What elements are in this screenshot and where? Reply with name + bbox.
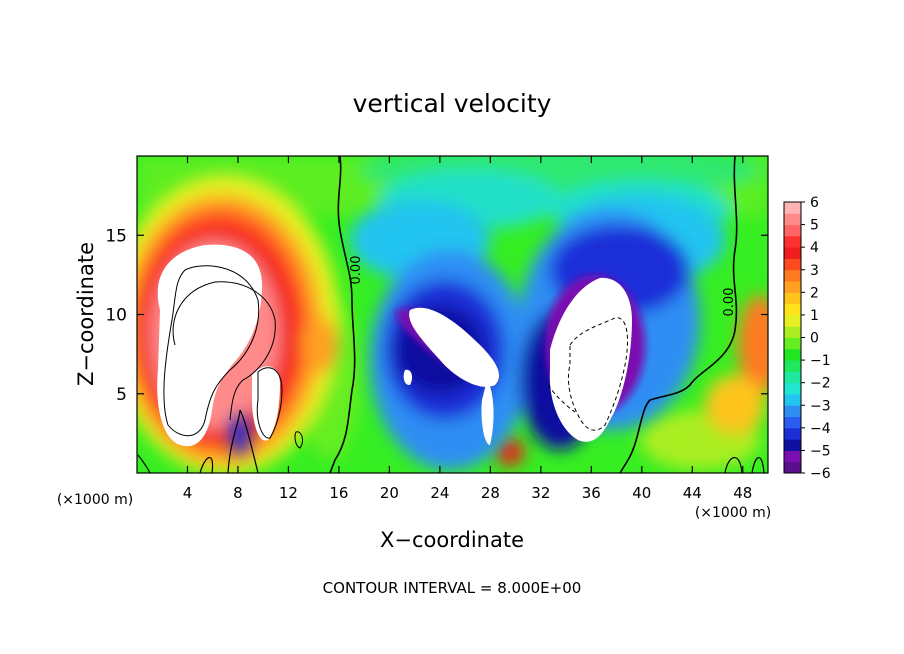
x-tick-label: 48 [733,484,752,502]
colorbar-swatch [784,439,801,451]
colorbar-label: −2 [810,376,831,392]
x-tick-label: 28 [481,484,500,502]
colorbar [783,201,802,474]
x-tick-label: 4 [183,484,193,502]
z-unit-label: (×1000 m) [57,492,133,508]
colorbar-swatch [784,235,801,248]
colorbar-swatch [784,303,801,316]
contour-label: 0.00 [722,288,737,317]
colorbar-label: −5 [810,443,831,459]
y-axis-title: Z−coordinate [74,242,98,386]
colorbar-swatch [784,337,801,350]
colorbar-swatch [784,371,801,384]
colorbar-label: −4 [810,421,831,437]
colorbar-swatch [784,202,801,214]
colorbar-swatch [784,405,801,418]
x-tick-label: 8 [233,484,243,502]
colorbar-label: 4 [810,240,819,256]
colorbar-label: 3 [810,263,819,279]
y-tick-label: 15 [105,226,127,246]
colorbar-label: −6 [810,466,831,482]
off-scale-cores [157,244,632,447]
x-tick-label: 32 [531,484,550,502]
x-axis-title: X−coordinate [380,528,524,552]
colorbar-label: 5 [810,218,819,234]
colorbar-swatch [784,348,801,361]
x-tick-label: 36 [582,484,601,502]
colorbar-label: 2 [810,285,819,301]
colorbar-swatch [784,314,801,327]
colorbar-label: 0 [810,331,819,347]
y-tick-label: 10 [105,306,127,326]
y-axis-ticks: 5 10 15 [105,226,768,405]
colorbar-label: −3 [810,398,831,414]
colorbar-swatch [784,427,801,440]
contour-interval-note: CONTOUR INTERVAL = 8.000E+00 [323,579,582,597]
colorbar-swatch [784,360,801,372]
colorbar-swatch [784,269,801,282]
colorbar-swatch [784,416,801,429]
x-unit-label: (×1000 m) [695,505,771,521]
x-tick-label: 12 [279,484,298,502]
x-tick-label: 16 [329,484,348,502]
colorbar-labels: 6 5 4 3 2 1 0 −1 −2 −3 −4 −5 −6 [801,195,831,482]
colorbar-swatch [784,247,801,259]
chart-title: vertical velocity [353,89,552,118]
x-tick-label: 20 [380,484,399,502]
heatmap-field [137,156,768,473]
colorbar-label: 6 [810,195,819,211]
contour-lines [137,156,765,473]
colorbar-swatch [784,450,801,463]
x-tick-label: 40 [632,484,651,502]
colorbar-label: −1 [810,353,831,369]
colorbar-swatch [784,292,801,305]
colorbar-swatch [784,326,801,338]
colorbar-swatch [784,382,801,395]
colorbar-swatch [784,461,801,474]
contour-label: 0.00 [349,256,364,285]
colorbar-swatch [784,224,801,237]
colorbar-swatch [784,281,801,293]
y-tick-label: 5 [116,385,127,405]
colorbar-swatch [784,258,801,271]
x-tick-label: 44 [683,484,702,502]
x-tick-label: 24 [430,484,449,502]
colorbar-label: 1 [810,308,819,324]
colorbar-swatch [784,393,801,406]
colorbar-swatch [784,213,801,226]
x-axis-ticks: 4 8 12 16 20 24 28 32 36 40 44 48 [183,156,752,502]
